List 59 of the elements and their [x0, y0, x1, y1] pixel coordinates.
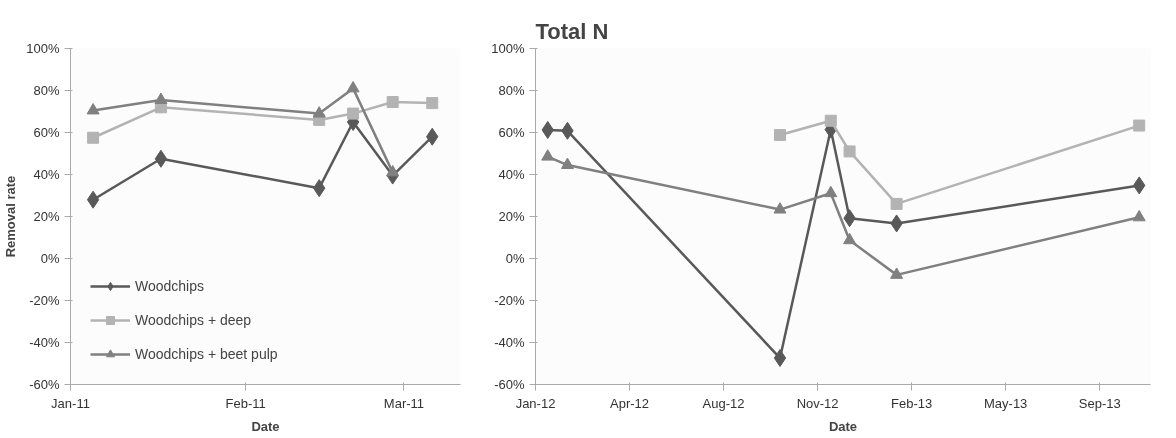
y-tick-label: 0%	[505, 251, 525, 266]
point	[347, 107, 360, 120]
point	[1132, 209, 1146, 222]
x-tick-label: Aug-12	[702, 395, 745, 411]
x-tick-label: Feb-11	[225, 395, 266, 411]
x-tick-label: Sep-13	[1078, 395, 1121, 411]
point	[154, 149, 168, 168]
x-tick-label: Mar-11	[383, 395, 425, 411]
legend-label: Woodchips + deep	[135, 312, 252, 328]
x-tick-label: Feb-13	[891, 395, 933, 411]
y-tick-label: -40%	[29, 335, 60, 350]
legend-label: Woodchips + beet pulp	[135, 346, 278, 362]
y-tick-label: 20%	[498, 209, 525, 224]
point	[86, 103, 100, 115]
point	[1133, 119, 1146, 132]
point	[824, 114, 837, 127]
y-tick-label: 20%	[33, 209, 60, 224]
x-tick-label: Jan-12	[515, 395, 556, 411]
x-axis-title: Date	[251, 418, 280, 434]
y-tick-label: 80%	[33, 83, 60, 98]
point	[843, 232, 857, 245]
point	[346, 80, 360, 93]
point	[773, 202, 787, 214]
chart-title: Total N	[535, 18, 609, 44]
point	[386, 96, 399, 109]
point	[426, 97, 439, 110]
y-tick-label: -40%	[494, 335, 525, 350]
point	[87, 131, 100, 144]
point	[774, 129, 786, 142]
y-axis-title: Removal rate	[3, 175, 19, 258]
y-tick-label: -20%	[29, 293, 60, 308]
point	[890, 197, 903, 210]
x-axis-title: Date	[828, 418, 858, 434]
y-tick-label: 0%	[40, 251, 60, 266]
point	[773, 349, 787, 368]
x-tick-label: Apr-12	[610, 395, 650, 411]
y-tick-label: -20%	[494, 293, 525, 308]
y-tick-label: 80%	[498, 83, 525, 98]
point	[386, 164, 400, 177]
y-tick-label: 40%	[498, 167, 525, 182]
y-tick-label: -60%	[494, 377, 525, 392]
point	[843, 145, 856, 158]
x-tick-label: May-13	[984, 395, 1028, 411]
y-tick-label: 100%	[26, 41, 60, 56]
x-tick-label: Jan-11	[51, 395, 90, 411]
y-tick-label: 60%	[33, 125, 60, 140]
point	[560, 157, 574, 170]
point	[824, 185, 838, 198]
y-tick-label: -60%	[29, 377, 60, 392]
y-tick-label: 60%	[498, 125, 525, 140]
point	[890, 267, 904, 279]
point	[86, 190, 100, 209]
point	[154, 92, 168, 104]
legend-label: Woodchips	[135, 278, 205, 294]
y-tick-label: 40%	[33, 167, 60, 182]
point	[541, 149, 555, 161]
x-tick-label: Nov-12	[796, 395, 839, 411]
point	[312, 106, 326, 118]
y-tick-label: 100%	[491, 41, 525, 56]
